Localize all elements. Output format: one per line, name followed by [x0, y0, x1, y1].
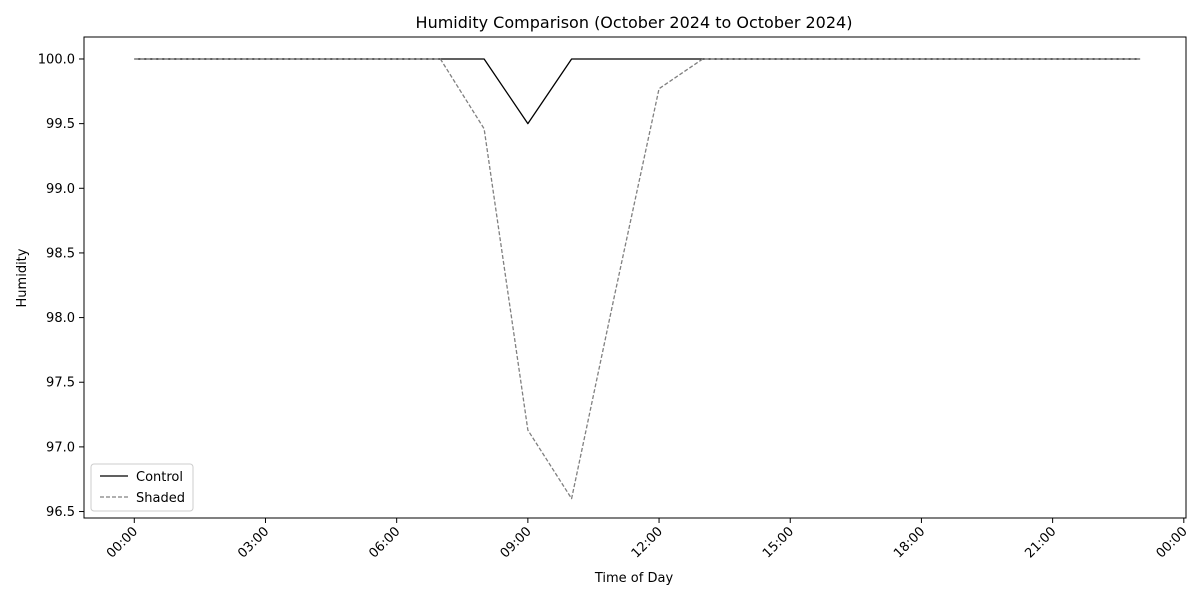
x-tick-label: 18:00: [891, 524, 928, 561]
legend-label-shaded: Shaded: [136, 491, 185, 506]
y-axis-label: Humidity: [15, 248, 30, 307]
y-axis-ticks: 96.5 97.0 97.5 98.0 98.5 99.0 99.5 100.0: [38, 52, 84, 520]
y-tick-label: 99.5: [46, 117, 75, 132]
legend-label-control: Control: [136, 470, 183, 485]
y-tick-label: 99.0: [46, 182, 75, 197]
chart-title: Humidity Comparison (October 2024 to Oct…: [416, 13, 853, 32]
x-tick-label: 09:00: [498, 524, 535, 561]
y-tick-label: 98.0: [46, 311, 75, 326]
series-line-shaded: [134, 58, 1141, 500]
x-tick-label: 06:00: [366, 524, 403, 561]
y-tick-label: 98.5: [46, 246, 75, 261]
y-tick-label: 100.0: [38, 52, 75, 67]
x-tick-label: 00:00: [104, 524, 141, 561]
chart-legend: Control Shaded: [90, 463, 194, 512]
x-axis-ticks: 00:00 03:00 06:00 09:00 12:00 15:00 18:00 21:00…: [104, 518, 1191, 561]
plot-area-frame: [83, 36, 1187, 519]
series-line-control: [134, 58, 1141, 125]
y-tick-label: 96.5: [46, 505, 75, 520]
x-tick-label: 00:00: [1154, 524, 1191, 561]
y-tick-label: 97.0: [46, 440, 75, 455]
series-lines: [134, 58, 1141, 500]
x-tick-label: 15:00: [760, 524, 797, 561]
x-axis-label: Time of Day: [594, 571, 674, 586]
x-tick-label: 21:00: [1022, 524, 1059, 561]
y-tick-label: 97.5: [46, 376, 75, 391]
x-tick-label: 03:00: [235, 524, 272, 561]
x-tick-label: 12:00: [629, 524, 666, 561]
